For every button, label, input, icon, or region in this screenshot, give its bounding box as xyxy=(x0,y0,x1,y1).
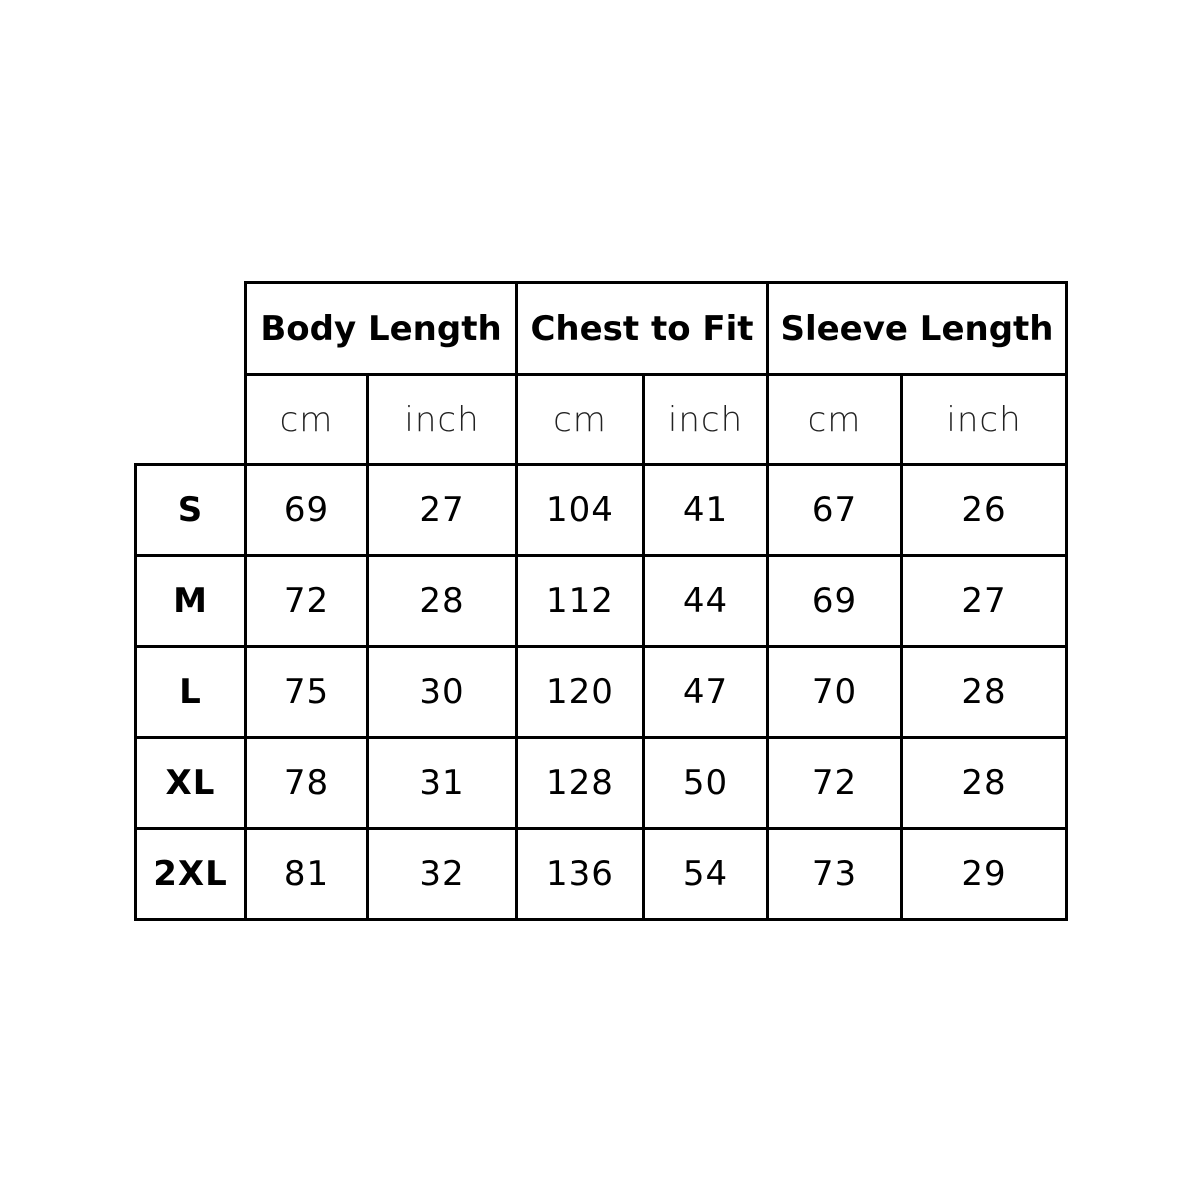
measurement-cell: 73 xyxy=(766,827,903,921)
table-row: XL 78 31 128 50 72 28 xyxy=(134,736,1068,830)
unit-header-row: cm inch cm inch cm inch xyxy=(136,373,1068,466)
measurement-cell: 104 xyxy=(515,463,645,557)
unit-header: cm xyxy=(766,373,903,466)
size-label: 2XL xyxy=(134,827,247,921)
table-row: M 72 28 112 44 69 27 xyxy=(134,554,1068,648)
measurement-cell: 128 xyxy=(515,736,645,830)
measurement-cell: 30 xyxy=(366,645,518,739)
measurement-cell: 27 xyxy=(366,463,518,557)
measurement-cell: 112 xyxy=(515,554,645,648)
unit-header: cm xyxy=(244,373,369,466)
measurement-cell: 54 xyxy=(642,827,769,921)
unit-header: inch xyxy=(642,373,769,466)
measurement-cell: 50 xyxy=(642,736,769,830)
table-row: 2XL 81 32 136 54 73 29 xyxy=(134,827,1068,921)
measurement-cell: 78 xyxy=(244,736,369,830)
measurement-cell: 67 xyxy=(766,463,903,557)
size-label: XL xyxy=(134,736,247,830)
measurement-cell: 47 xyxy=(642,645,769,739)
measurement-cell: 72 xyxy=(244,554,369,648)
measurement-cell: 136 xyxy=(515,827,645,921)
measurement-cell: 41 xyxy=(642,463,769,557)
size-chart-table: Body Length Chest to Fit Sleeve Length c… xyxy=(134,281,1068,921)
group-header-row: Body Length Chest to Fit Sleeve Length xyxy=(136,281,1068,376)
table-row: L 75 30 120 47 70 28 xyxy=(134,645,1068,739)
measurement-cell: 75 xyxy=(244,645,369,739)
header-body-length: Body Length xyxy=(244,281,518,376)
measurement-cell: 29 xyxy=(900,827,1068,921)
measurement-cell: 70 xyxy=(766,645,903,739)
corner-blank xyxy=(136,283,246,465)
measurement-cell: 120 xyxy=(515,645,645,739)
measurement-cell: 27 xyxy=(900,554,1068,648)
measurement-cell: 26 xyxy=(900,463,1068,557)
measurement-cell: 69 xyxy=(244,463,369,557)
measurement-cell: 32 xyxy=(366,827,518,921)
measurement-cell: 28 xyxy=(366,554,518,648)
size-label: S xyxy=(134,463,247,557)
measurement-cell: 28 xyxy=(900,736,1068,830)
unit-header: inch xyxy=(900,373,1068,466)
unit-header: inch xyxy=(366,373,518,466)
size-label: L xyxy=(134,645,247,739)
header-chest-to-fit: Chest to Fit xyxy=(515,281,769,376)
measurement-cell: 72 xyxy=(766,736,903,830)
table-row: S 69 27 104 41 67 26 xyxy=(134,463,1068,557)
measurement-cell: 28 xyxy=(900,645,1068,739)
unit-header: cm xyxy=(515,373,645,466)
measurement-cell: 31 xyxy=(366,736,518,830)
size-label: M xyxy=(134,554,247,648)
measurement-cell: 69 xyxy=(766,554,903,648)
measurement-cell: 81 xyxy=(244,827,369,921)
header-sleeve-length: Sleeve Length xyxy=(766,281,1068,376)
measurement-cell: 44 xyxy=(642,554,769,648)
